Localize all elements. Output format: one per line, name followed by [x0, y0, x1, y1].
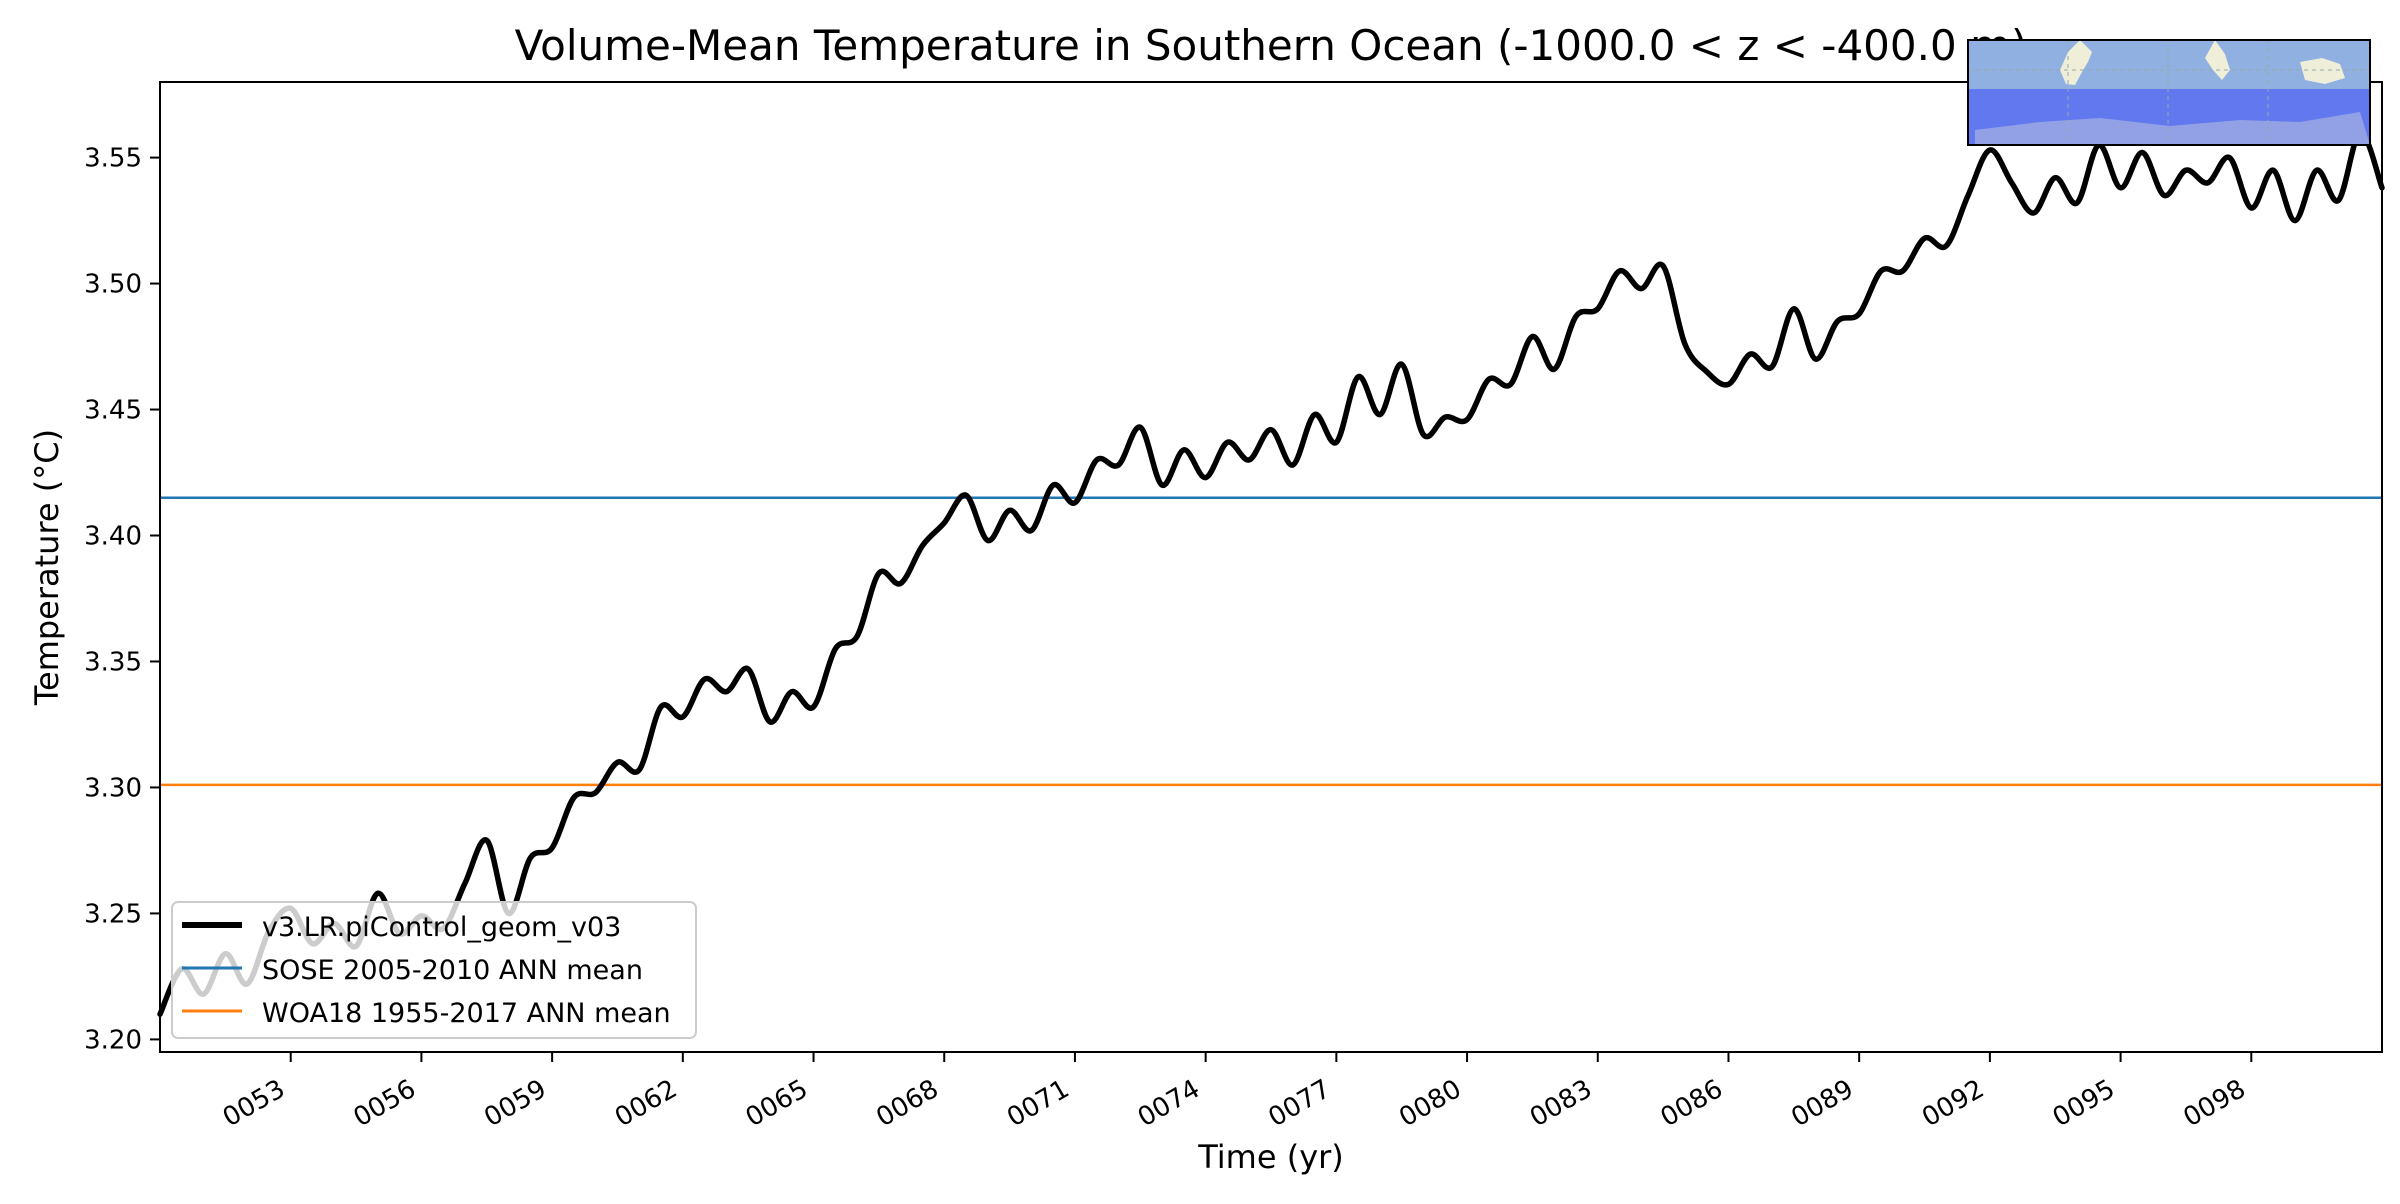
x-tick-label: 0077 — [1264, 1074, 1336, 1133]
legend-label-sose: SOSE 2005-2010 ANN mean — [262, 955, 643, 986]
x-tick-label: 0053 — [218, 1074, 290, 1133]
x-tick-label: 0086 — [1656, 1074, 1728, 1133]
x-axis: 0053 0056 0059 0062 0065 0068 0071 0074 0077 0080… — [218, 1052, 2253, 1133]
legend: v3.LR.piControl_geom_v03 SOSE 2005-2010 … — [171, 901, 697, 1039]
inset-map — [1967, 39, 2371, 146]
x-tick-label: 0059 — [479, 1074, 551, 1133]
y-tick-label: 3.50 — [84, 270, 142, 300]
legend-label-woa18: WOA18 1955-2017 ANN mean — [262, 998, 671, 1029]
y-tick-label: 3.30 — [84, 773, 142, 803]
x-tick-label: 0068 — [871, 1074, 943, 1133]
model-temperature-series-line — [157, 129, 2385, 1017]
x-tick-label: 0080 — [1394, 1074, 1466, 1133]
y-tick-label: 3.25 — [84, 899, 142, 929]
x-tick-label: 0095 — [2048, 1074, 2120, 1133]
y-tick-label: 3.20 — [84, 1025, 142, 1055]
plot-area — [160, 82, 2382, 1052]
legend-label-model: v3.LR.piControl_geom_v03 — [262, 912, 621, 943]
inset-land-antarctica — [1975, 112, 2370, 145]
x-tick-label: 0065 — [741, 1074, 813, 1133]
y-axis: 3.20 3.25 3.30 3.35 3.40 3.45 3.50 3.55 — [84, 144, 160, 1055]
x-tick-label: 0098 — [2178, 1074, 2250, 1133]
legend-box — [171, 901, 697, 1039]
y-axis-label: Temperature (°C) — [28, 429, 66, 706]
inset-gridlines — [1968, 40, 2370, 145]
y-tick-label: 3.45 — [84, 396, 142, 426]
x-tick-label: 0089 — [1786, 1074, 1858, 1133]
series-group — [157, 129, 2385, 1017]
plot-frame — [159, 81, 2383, 1053]
x-tick-label: 0083 — [1525, 1074, 1597, 1133]
reference-lines — [160, 496, 2382, 787]
inset-frame — [1967, 39, 2371, 146]
x-tick-label: 0071 — [1002, 1074, 1074, 1133]
x-tick-label: 0074 — [1133, 1074, 1205, 1133]
y-tick-label: 3.40 — [84, 522, 142, 552]
x-tick-label: 0056 — [349, 1074, 421, 1133]
x-tick-label: 0062 — [610, 1074, 682, 1133]
x-axis-label: Time (yr) — [1197, 1138, 1344, 1176]
x-tick-label: 0092 — [1917, 1074, 1989, 1133]
inset-land-australia — [2300, 58, 2345, 84]
y-tick-label: 3.55 — [84, 144, 142, 174]
inset-region — [1968, 89, 2370, 145]
y-tick-label: 3.35 — [84, 647, 142, 677]
chart-title: Volume-Mean Temperature in Southern Ocea… — [515, 21, 2028, 70]
inset-land-africa — [2205, 40, 2230, 80]
